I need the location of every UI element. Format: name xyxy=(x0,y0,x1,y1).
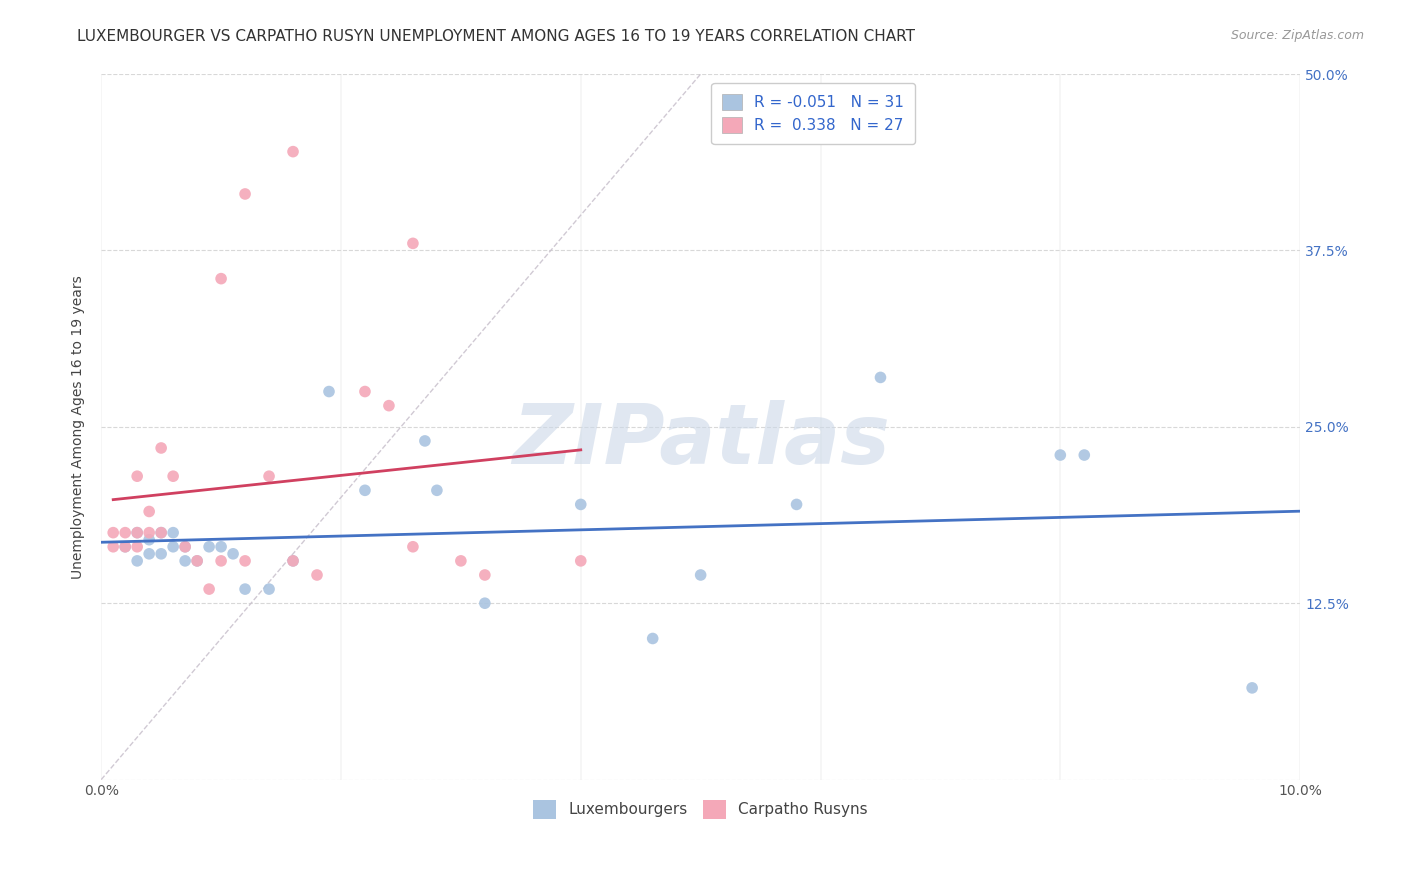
Point xyxy=(174,540,197,554)
Point xyxy=(281,145,304,159)
Point xyxy=(127,554,149,568)
Point xyxy=(150,441,173,455)
Point xyxy=(114,540,136,554)
Point xyxy=(257,582,280,596)
Point xyxy=(450,554,472,568)
Point xyxy=(186,554,208,568)
Point xyxy=(127,540,149,554)
Point xyxy=(103,525,125,540)
Point xyxy=(209,540,232,554)
Point xyxy=(869,370,891,384)
Point xyxy=(402,540,425,554)
Point xyxy=(222,547,245,561)
Point xyxy=(402,236,425,251)
Point xyxy=(318,384,340,399)
Point xyxy=(474,568,496,582)
Point xyxy=(413,434,436,448)
Point xyxy=(127,525,149,540)
Point xyxy=(474,596,496,610)
Point xyxy=(162,469,184,483)
Text: ZIPatlas: ZIPatlas xyxy=(512,401,890,482)
Point xyxy=(198,582,221,596)
Point xyxy=(138,504,160,518)
Point xyxy=(209,271,232,285)
Point xyxy=(198,540,221,554)
Point xyxy=(162,525,184,540)
Point xyxy=(162,540,184,554)
Point xyxy=(233,554,256,568)
Point xyxy=(174,554,197,568)
Point xyxy=(305,568,328,582)
Point xyxy=(281,554,304,568)
Point xyxy=(786,498,808,512)
Point xyxy=(103,540,125,554)
Point xyxy=(569,554,592,568)
Point xyxy=(114,540,136,554)
Point xyxy=(1241,681,1264,695)
Point xyxy=(174,540,197,554)
Point xyxy=(138,533,160,547)
Point xyxy=(354,483,377,498)
Point xyxy=(1049,448,1071,462)
Point xyxy=(426,483,449,498)
Point xyxy=(689,568,711,582)
Text: Source: ZipAtlas.com: Source: ZipAtlas.com xyxy=(1230,29,1364,43)
Point xyxy=(150,547,173,561)
Point xyxy=(114,525,136,540)
Point xyxy=(150,525,173,540)
Point xyxy=(257,469,280,483)
Point xyxy=(233,582,256,596)
Point xyxy=(138,525,160,540)
Point xyxy=(138,547,160,561)
Point xyxy=(233,186,256,201)
Point xyxy=(127,525,149,540)
Point xyxy=(281,554,304,568)
Legend: Luxembourgers, Carpatho Rusyns: Luxembourgers, Carpatho Rusyns xyxy=(527,794,875,825)
Point xyxy=(354,384,377,399)
Point xyxy=(186,554,208,568)
Point xyxy=(569,498,592,512)
Point xyxy=(641,632,664,646)
Point xyxy=(209,554,232,568)
Text: LUXEMBOURGER VS CARPATHO RUSYN UNEMPLOYMENT AMONG AGES 16 TO 19 YEARS CORRELATIO: LUXEMBOURGER VS CARPATHO RUSYN UNEMPLOYM… xyxy=(77,29,915,45)
Point xyxy=(150,525,173,540)
Point xyxy=(127,469,149,483)
Y-axis label: Unemployment Among Ages 16 to 19 years: Unemployment Among Ages 16 to 19 years xyxy=(72,275,86,579)
Point xyxy=(378,399,401,413)
Point xyxy=(1073,448,1095,462)
